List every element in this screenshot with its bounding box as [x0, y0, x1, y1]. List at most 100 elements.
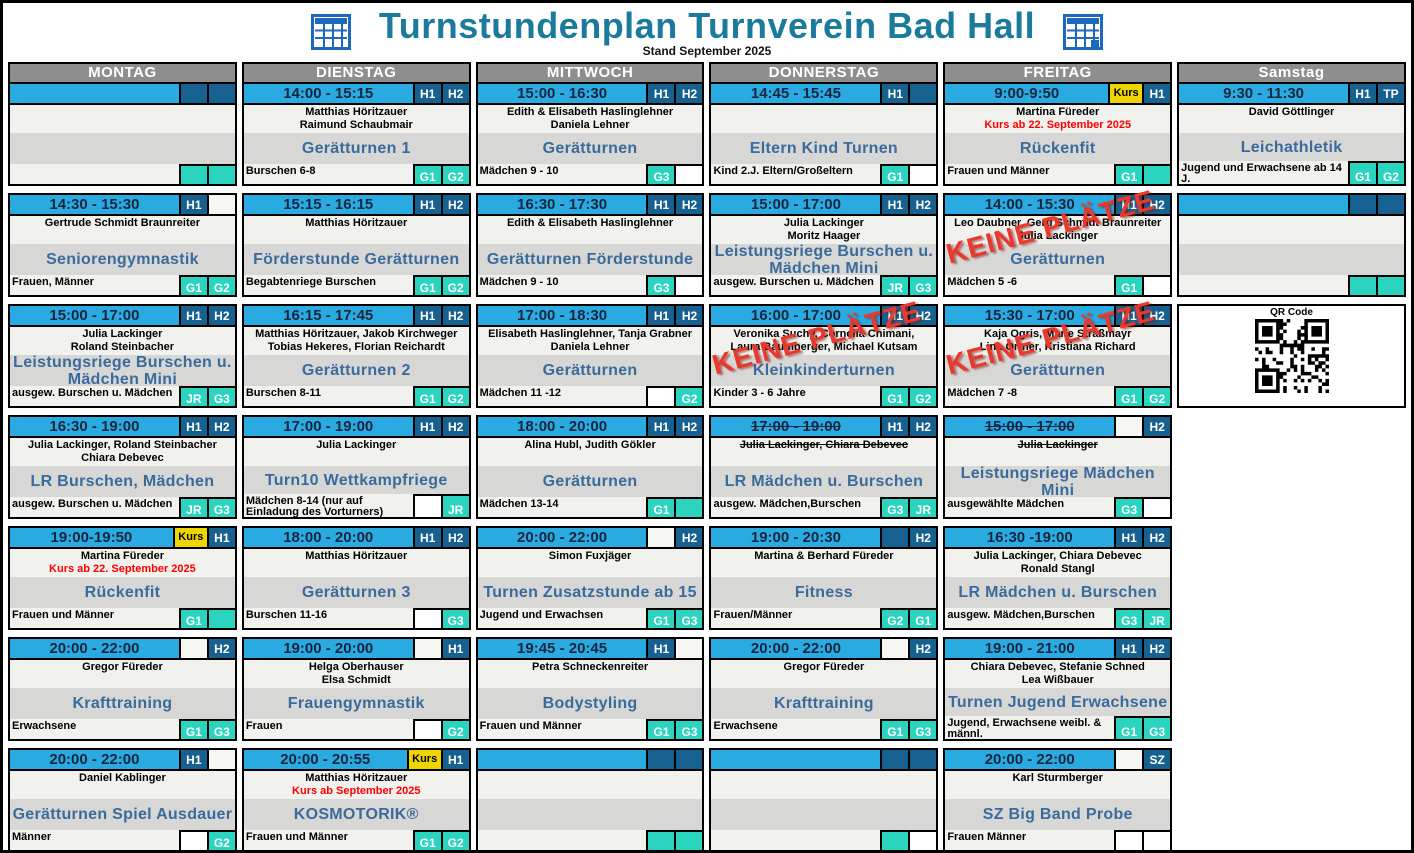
- group-tag-g2: G2: [206, 275, 235, 295]
- trainer-line: Simon Fuxjäger: [548, 550, 632, 562]
- day-column-freitag: FREITAG 9:00-9:50 Kurs H1 Martina Füreder Kur…: [943, 62, 1173, 852]
- hall-tag-kurs: Kurs: [406, 750, 441, 769]
- hall-tag-h1: H1: [646, 417, 675, 436]
- trainer-names: Matthias Höritzauer, Jakob Kirchweger Tob…: [243, 327, 469, 355]
- trainer-line: Martina & Berhard Füreder: [754, 550, 894, 562]
- hall-tag-h1: H1: [412, 195, 441, 214]
- trainer-line: Lea Wißbauer: [1021, 674, 1094, 686]
- time-row: 18:00 - 20:00 H1 H2: [243, 528, 469, 549]
- time-row: [1179, 195, 1404, 216]
- group-tag-jr: JR: [1142, 608, 1171, 628]
- group-tag-empty: [206, 608, 235, 628]
- time-row: 17:00 - 19:00 H1 H2: [243, 417, 469, 438]
- group-label: Jugend und Erwachsen: [477, 608, 647, 628]
- hall-tag-empty: [1114, 750, 1143, 769]
- group-label: Frauen und Männer: [945, 164, 1115, 184]
- schedule-card: 20:00 - 22:00 H2 Gregor Füreder Krafttraini…: [709, 637, 939, 741]
- schedule-card: 16:15 - 17:45 H1 H2 Matthias Höritzauer, Ja…: [241, 304, 471, 408]
- hall-tag-h2: H2: [908, 306, 937, 325]
- trainer-names: Julia Lackinger Moritz Haager: [711, 216, 937, 244]
- trainer-line: Julia Lackinger, Chiara Debevec: [739, 439, 908, 451]
- time-label: 16:30 - 17:30: [517, 196, 608, 213]
- activity-title: Turnen Jugend Erwachsene: [948, 693, 1168, 711]
- hall-tag-tp: TP: [1375, 84, 1404, 103]
- activity-band: KOSMOTORIK®: [243, 799, 469, 830]
- time-row: 16:00 - 17:00 H1 H2: [711, 306, 937, 327]
- activity-title: Frauengymnastik: [287, 695, 425, 712]
- trainer-line: Gregor Füreder: [82, 661, 163, 673]
- trainer-names: Julia Lackinger Roland Steinbacher: [10, 327, 235, 355]
- group-tag-g3: G3: [880, 497, 909, 517]
- trainer-line: Matthias Höritzauer: [305, 550, 408, 562]
- trainer-line: Daniela Lehner: [550, 341, 630, 353]
- group-row: Mädchen 9 - 10 G3: [477, 164, 703, 184]
- group-label: ausgew. Burschen u. Mädchen: [711, 275, 881, 295]
- day-column-dienstag: DIENSTAG 14:00 - 15:15 H1 H2 Matthias Höritz…: [241, 62, 471, 852]
- time-label: 14:00 - 15:30: [984, 196, 1075, 213]
- time-label: 15:30 - 17:00: [984, 307, 1075, 324]
- group-row: ausgew. Mädchen,Burschen G3 JR: [945, 608, 1171, 628]
- schedule-card: 15:15 - 16:15 H1 H2 Matthias Höritzauer Förd…: [241, 193, 471, 297]
- schedule-card: [1177, 193, 1406, 297]
- schedule-card: 14:45 - 15:45 H1 Eltern Kind Turnen Kind 2.…: [709, 84, 939, 186]
- time-label: 19:00 - 20:00: [283, 640, 374, 657]
- group-tag-g1: G1: [1114, 275, 1143, 295]
- hall-tag-h2: H2: [674, 84, 703, 103]
- group-tag-g1: G1: [646, 719, 675, 739]
- time-row: 15:00 - 17:00 H2: [945, 417, 1171, 438]
- hall-tag-h2: H2: [908, 528, 937, 547]
- schedule-card: 9:00-9:50 Kurs H1 Martina Füreder Kurs ab 22…: [943, 84, 1173, 186]
- hall-tag-empty: [646, 528, 675, 547]
- trainer-names: Matthias Höritzauer Kurs ab September 202…: [243, 771, 469, 799]
- activity-band: Bodystyling: [477, 688, 703, 719]
- group-label: Mädchen 5 -6: [945, 275, 1115, 295]
- group-label: Frauen/Männer: [711, 608, 881, 628]
- group-label: Kinder 3 - 6 Jahre: [711, 386, 881, 406]
- activity-band: Turn10 Wettkampfriege: [243, 466, 469, 494]
- time-row: 16:30 - 19:00 H1 H2: [10, 417, 235, 438]
- hall-tag-empty: [178, 84, 207, 103]
- group-tag-g3: G3: [908, 275, 937, 295]
- activity-band: Gerätturnen 3: [243, 577, 469, 608]
- group-tag-g2: G2: [674, 386, 703, 406]
- activity-title: Turnen Zusatzstunde ab 15: [483, 584, 697, 601]
- time-row: 17:00 - 18:30 H1 H2: [477, 306, 703, 327]
- trainer-line: Leo Daubner, Gerti Schmidt Braunreiter: [954, 217, 1162, 229]
- schedule-card: 20:00 - 20:55 Kurs H1 Matthias Höritzauer Ku…: [241, 748, 471, 852]
- group-tag-g3: G3: [908, 719, 937, 739]
- hall-tag-h2: H2: [1142, 195, 1171, 214]
- group-label: ausgewählte Mädchen: [945, 497, 1115, 517]
- group-row: [711, 830, 937, 850]
- schedule-card: 17:00 - 18:30 H1 H2 Elisabeth Haslinglehner…: [475, 304, 705, 408]
- time-row: 14:45 - 15:45 H1: [711, 84, 937, 105]
- trainer-names: Martina & Berhard Füreder: [711, 549, 937, 577]
- activity-title: KOSMOTORIK®: [293, 806, 419, 823]
- group-label: Kind 2.J. Eltern/Großeltern: [711, 164, 881, 184]
- group-tag-g1: G1: [412, 386, 441, 406]
- hall-tag-h1: H1: [1142, 84, 1171, 103]
- group-tag-empty: [674, 164, 703, 184]
- trainer-names: Elisabeth Haslinglehner, Tanja Grabner Da…: [477, 327, 703, 355]
- time-row: 15:00 - 17:00 H1 H2: [711, 195, 937, 216]
- time-row: 16:15 - 17:45 H1 H2: [243, 306, 469, 327]
- group-row: Frauen und Männer G1 G2: [243, 830, 469, 850]
- group-row: Jugend und Erwachsen G1 G3: [477, 608, 703, 628]
- group-tag-g2: G2: [1142, 386, 1171, 406]
- schedule-card: 14:30 - 15:30 H1 Gertrude Schmidt Braunrei…: [8, 193, 237, 297]
- schedule-card: 17:00 - 19:00 H1 H2 Julia Lackinger, Chiara…: [709, 415, 939, 519]
- trainer-line: Julia Lackinger: [783, 217, 864, 229]
- group-tag-empty: [1375, 275, 1404, 295]
- day-header-dienstag: DIENSTAG: [241, 62, 471, 84]
- group-row: ausgewählte Mädchen G3: [945, 497, 1171, 517]
- group-label: ausgew. Burschen u. Mädchen: [10, 497, 179, 517]
- time-label: 16:30 - 19:00: [49, 418, 140, 435]
- hall-tag-h2: H2: [1142, 417, 1171, 436]
- activity-title: Gerätturnen 3: [301, 584, 411, 601]
- hall-tag-h1: H1: [412, 84, 441, 103]
- group-tag-empty: [178, 830, 207, 850]
- activity-title: Gerätturnen: [542, 362, 638, 379]
- activity-band: Rückenfit: [10, 577, 235, 608]
- time-label: 19:00-19:50: [50, 529, 133, 546]
- activity-title: Bodystyling: [542, 695, 638, 712]
- group-tag-g2: G2: [440, 386, 469, 406]
